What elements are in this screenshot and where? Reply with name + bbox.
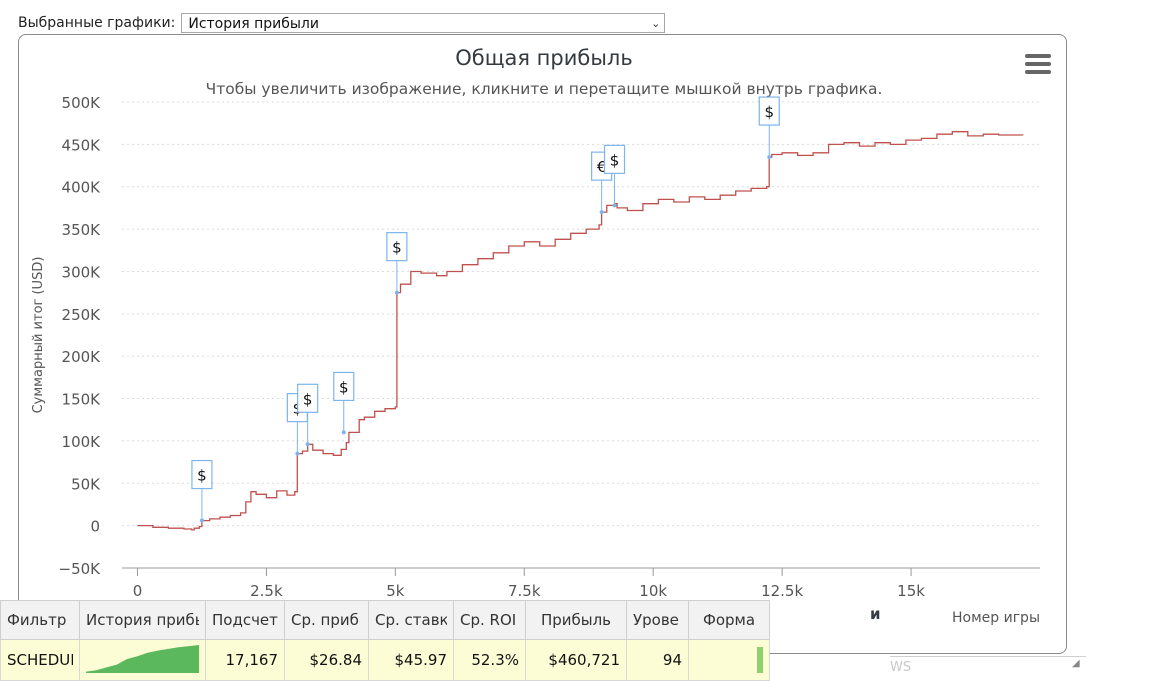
header-level[interactable]: Урове: [626, 600, 689, 640]
y-tick-label: 400K: [62, 179, 102, 197]
chart-selector-label: Выбранные графики:: [18, 15, 176, 31]
form-bar: [757, 647, 763, 673]
header-avg-stake[interactable]: Ср. ставк: [368, 600, 454, 640]
chart-selector-value: История прибыли: [188, 16, 319, 32]
cell-avg-profit: $26.84: [284, 639, 369, 681]
series-layer: [137, 131, 1024, 531]
y-tick-label: 450K: [62, 136, 102, 154]
table-header-row: Фильтр История прибы Подсчет Ср. приб Ср…: [0, 600, 770, 640]
flag-marker[interactable]: $: [603, 144, 626, 208]
cell-profit: $460,721: [525, 639, 627, 681]
chart-container[interactable]: [18, 34, 1067, 654]
flag-label: $: [764, 103, 774, 121]
y-tick-label: 100K: [62, 433, 102, 451]
y-tick-label: 500K: [62, 94, 102, 112]
flag-marker[interactable]: $: [297, 383, 319, 447]
grid-lines: [122, 101, 1040, 569]
stats-table: Фильтр История прибы Подсчет Ср. приб Ср…: [0, 600, 770, 681]
cell-form: [688, 639, 770, 681]
y-axis-ticks: −50K 0 50K 100K 150K 200K 250K 300K 350K 400K 450K…: [59, 94, 102, 578]
flag-marker[interactable]: $: [191, 459, 213, 523]
header-profit[interactable]: Прибыль: [525, 600, 627, 640]
cell-profit-sparkline: [79, 639, 206, 681]
y-tick-label: 250K: [62, 306, 102, 324]
y-tick-label: −50K: [59, 560, 102, 578]
y-tick-label: 200K: [62, 348, 102, 366]
flag-marker[interactable]: $: [333, 371, 355, 435]
x-tick-label: 7.5k: [508, 582, 541, 600]
y-tick-label: 350K: [62, 221, 102, 239]
flag-label: $: [392, 239, 402, 257]
header-avg-profit[interactable]: Ср. приб: [284, 600, 369, 640]
x-tick-label: 15k: [897, 582, 925, 600]
table-row[interactable]: SCHEDUL 17,167 $26.84 $45.97 52.3% $460,…: [0, 639, 770, 681]
flags-layer: $$$$$€$$: [191, 96, 780, 523]
x-tick-label: 5k: [386, 582, 405, 600]
cell-count: 17,167: [205, 639, 285, 681]
flag-marker[interactable]: $: [386, 232, 408, 295]
chart-selector-dropdown[interactable]: История прибыли ⌄: [181, 13, 666, 33]
y-tick-label: 300K: [62, 263, 102, 281]
y-tick-label: 50K: [71, 475, 101, 493]
flag-label: €: [597, 158, 607, 176]
flag-label: $: [197, 467, 207, 485]
flag-label: $: [339, 378, 349, 396]
cell-level: 94: [626, 639, 689, 681]
ghost-divider: [890, 656, 1086, 657]
chart-title: Общая прибыль: [455, 46, 632, 70]
flag-label: $: [303, 390, 313, 408]
chart-selector-bar: Выбранные графики: История прибыли ⌄: [18, 12, 666, 34]
cell-filter: SCHEDUL: [0, 639, 80, 681]
y-axis-label: Суммарный итог (USD): [31, 257, 46, 414]
chevron-down-icon: ⌄: [651, 17, 661, 30]
flag-label: $: [610, 151, 620, 169]
header-form[interactable]: Форма: [688, 600, 770, 640]
x-tick-label: 2.5k: [250, 582, 283, 600]
cell-avg-roi: 52.3%: [453, 639, 526, 681]
profit-sparkline: [86, 645, 199, 673]
cell-avg-stake: $45.97: [368, 639, 454, 681]
sparkline-area: [86, 645, 199, 673]
x-axis-label: Номер игры: [952, 610, 1040, 626]
navigator-label-fragment: и: [870, 605, 881, 623]
x-tick-label: 10k: [639, 582, 667, 600]
header-profit-history[interactable]: История прибы: [79, 600, 206, 640]
resize-handle-icon[interactable]: ◢: [1072, 658, 1080, 669]
x-axis-ticks: 0 2.5k 5k 7.5k 10k 12.5k 15k: [133, 568, 925, 600]
x-tick-label: 0: [133, 582, 143, 600]
y-tick-label: 150K: [62, 391, 102, 409]
x-tick-label: 12.5k: [761, 582, 803, 600]
header-avg-roi[interactable]: Ср. ROI: [453, 600, 526, 640]
series-line: [137, 131, 1024, 531]
flag-marker[interactable]: $: [758, 96, 780, 160]
chart-menu-icon[interactable]: [1025, 54, 1051, 76]
header-count[interactable]: Подсчет: [205, 600, 285, 640]
y-tick-label: 0: [90, 518, 100, 536]
header-filter[interactable]: Фильтр: [0, 600, 80, 640]
ghost-footer-text: WS: [890, 660, 912, 675]
chart-subtitle: Чтобы увеличить изображение, кликните и …: [206, 80, 883, 98]
